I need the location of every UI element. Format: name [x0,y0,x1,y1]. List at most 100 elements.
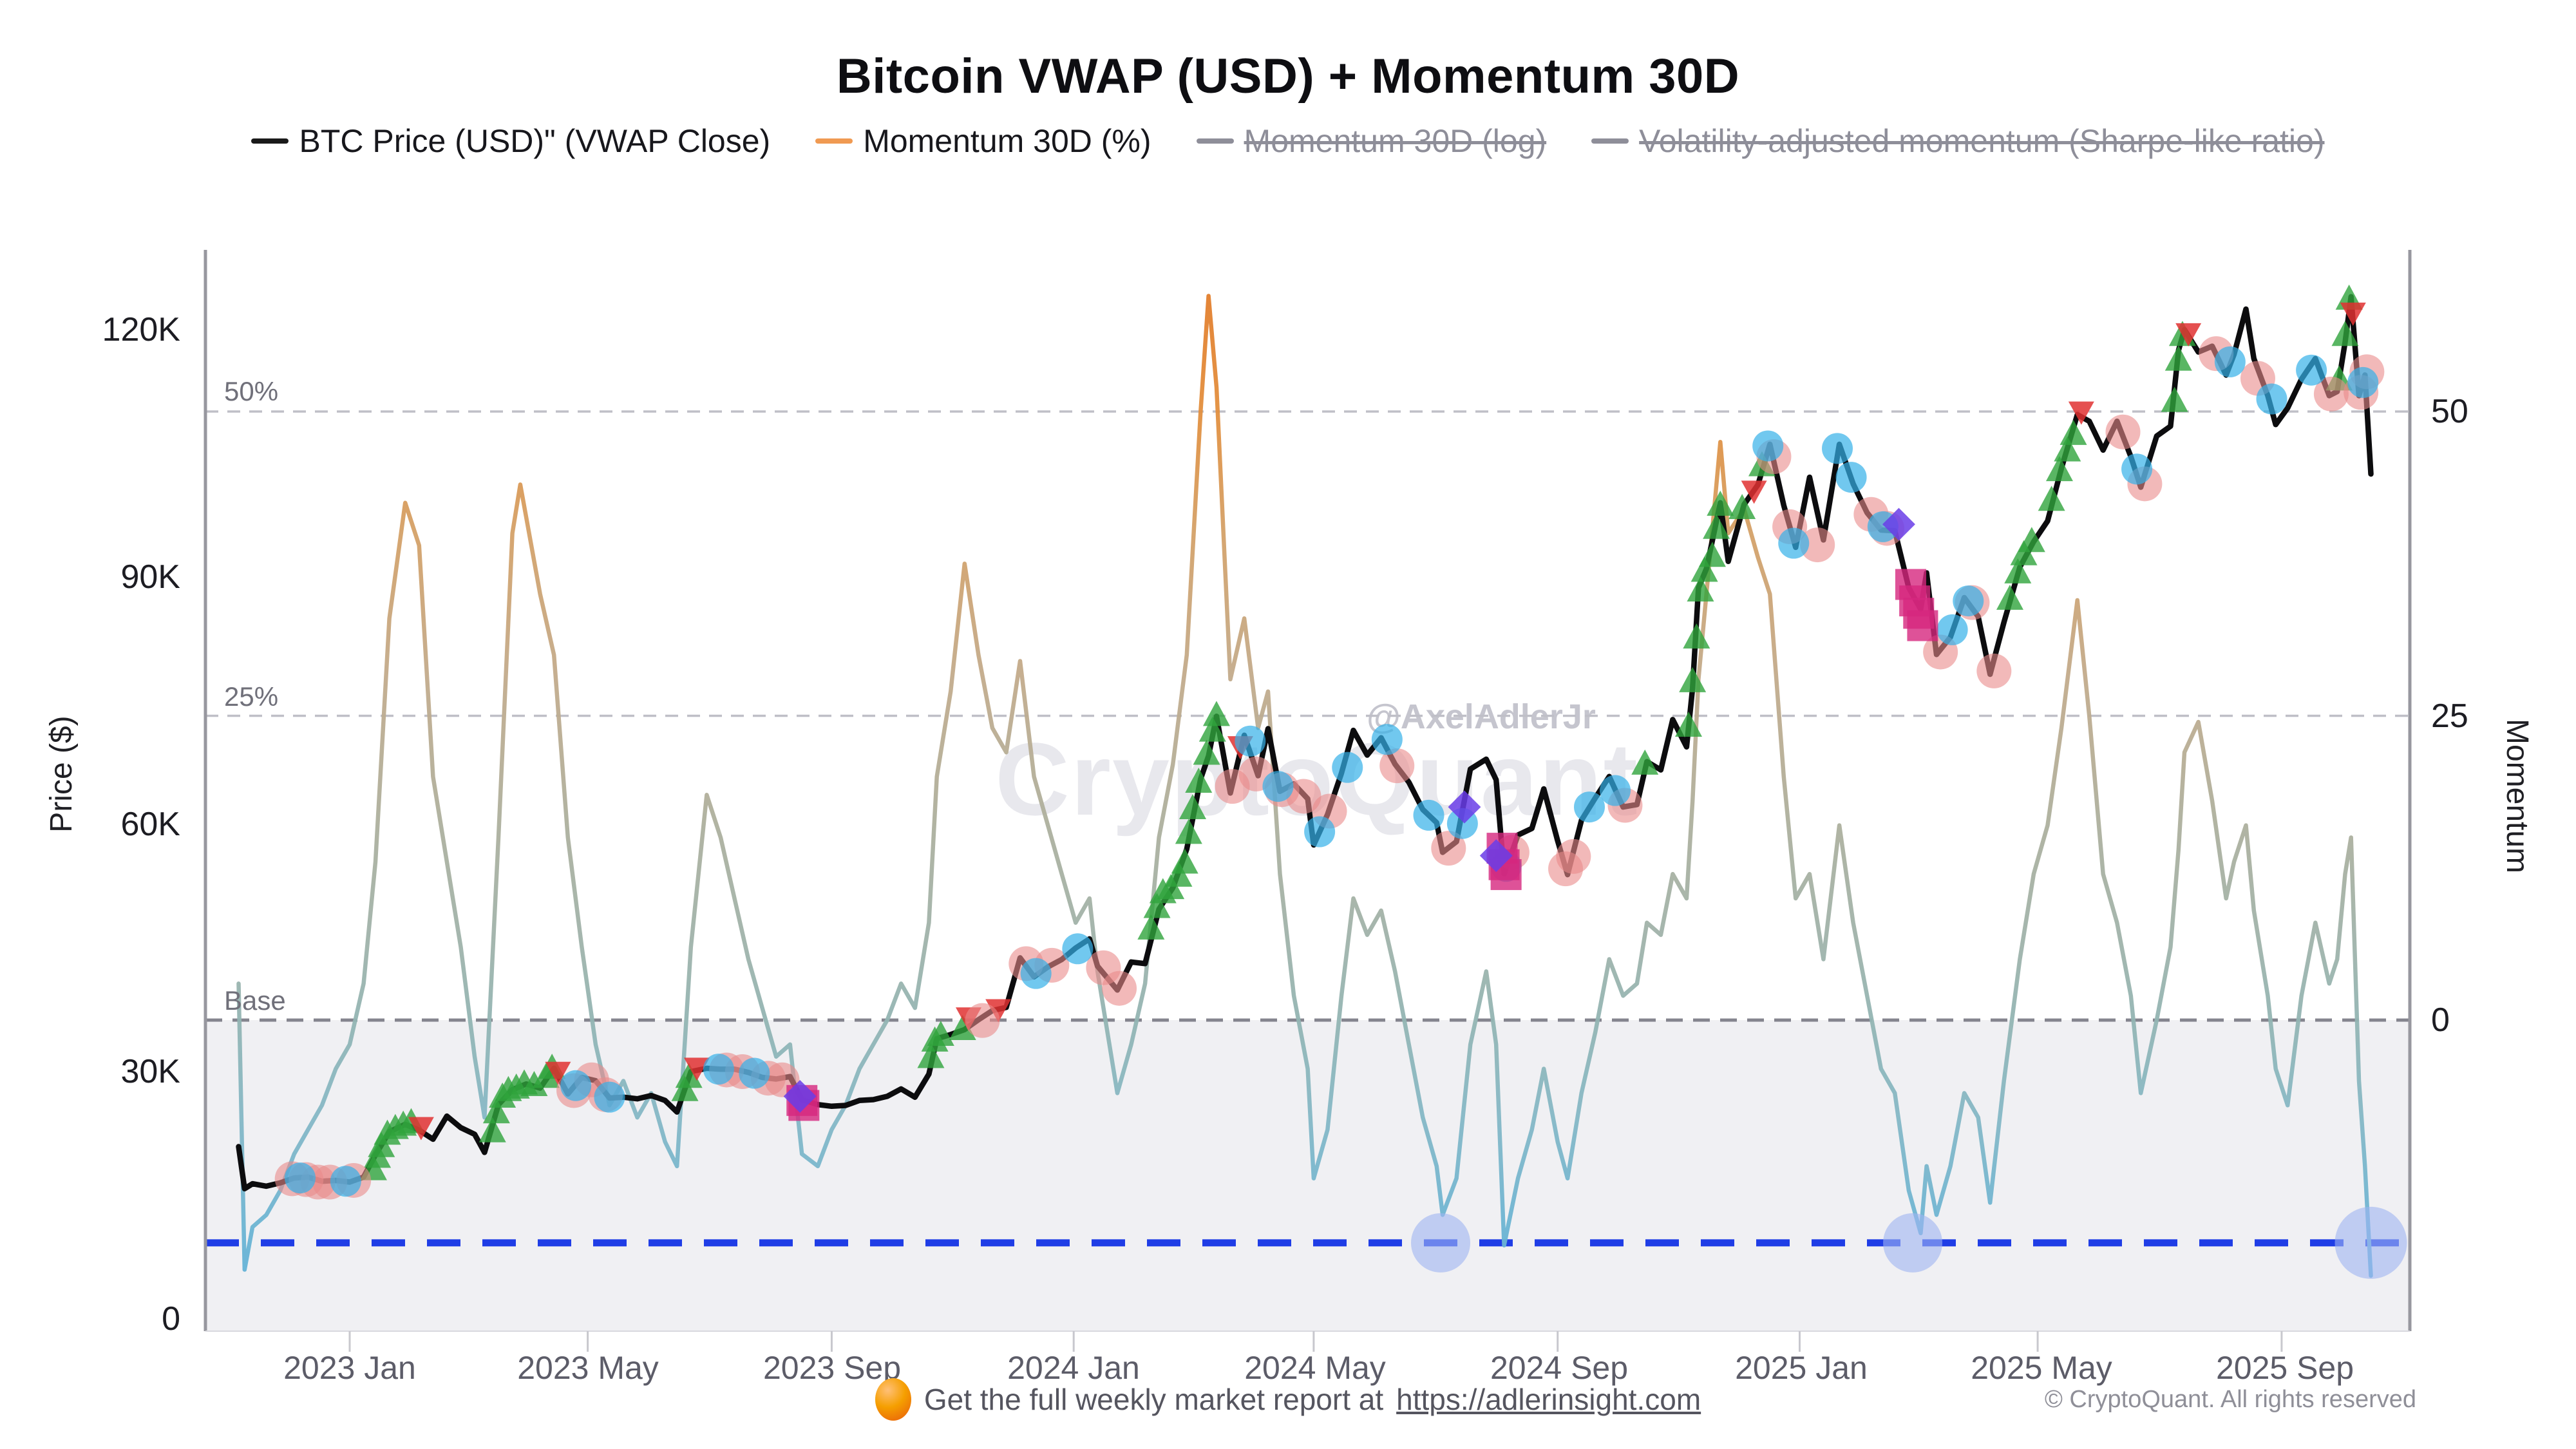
vol-adjusted-swatch-icon [1591,138,1629,144]
green-up-triangle-marker [1198,716,1226,742]
red-down-triangle-marker [2340,302,2366,326]
blue-circle-marker [1371,724,1403,755]
green-up-triangle-marker [1703,513,1730,539]
momentum-tick-25: 25 [2431,697,2468,735]
green-up-triangle-marker [1165,861,1193,887]
green-up-triangle-marker [1171,848,1198,874]
blue-circle-marker [739,1057,770,1089]
green-up-triangle-marker [1679,667,1707,692]
orange-ball-icon [875,1378,911,1421]
legend-item-momentum-log[interactable]: Momentum 30D (log) [1196,122,1547,160]
blue-circle-marker [2296,354,2327,386]
magenta-square-marker [1907,610,1938,641]
green-up-triangle-marker [2054,436,2081,462]
price-tick-0: 0 [162,1300,180,1338]
blue-circle-marker [2256,383,2287,415]
pink-circle-marker [1286,779,1321,814]
x-tick-2024-may: 2024 May [1244,1350,1386,1386]
highlight-circle [1883,1213,1943,1273]
report-link[interactable]: https://adlerinsight.com [1396,1383,1701,1416]
gridline-label-50pct: 50% [224,376,279,406]
green-up-triangle-marker [1143,893,1171,918]
x-tick-2023-sep: 2023 Sep [762,1350,902,1386]
blue-circle-marker [285,1162,316,1194]
green-up-triangle-marker [671,1075,699,1101]
green-up-triangle-marker [1202,701,1230,726]
momentum-log-swatch-icon [1196,138,1234,144]
blue-circle-marker [2347,366,2379,398]
green-up-triangle-marker [1698,542,1726,567]
gridline-label-25pct: 25% [224,681,279,712]
x-tick-2023-jan: 2023 Jan [283,1350,416,1386]
red-down-triangle-marker [408,1117,434,1141]
green-up-triangle-marker [1631,749,1659,775]
blue-circle-marker [1062,933,1094,965]
gridline-label-base: Base [224,985,286,1016]
pink-circle-marker [1431,831,1466,866]
blue-circle-marker [1752,430,1784,462]
legend-item-btc-price[interactable]: BTC Price (USD)" (VWAP Close) [251,122,770,160]
green-up-triangle-marker [1193,739,1220,765]
pink-circle-marker [1976,653,2012,688]
footer-text: Get the full weekly market report at [923,1383,1384,1416]
blue-circle-marker [1574,791,1605,823]
red-down-triangle-marker [985,999,1012,1023]
green-up-triangle-marker [1179,793,1206,819]
blue-circle-marker [1937,614,1968,645]
green-up-triangle-marker [2164,345,2192,371]
price-tick-30k: 30K [120,1053,180,1090]
blue-circle-marker [1600,775,1631,806]
price-tick-120k: 120K [102,311,180,348]
green-up-triangle-marker [1683,623,1710,649]
red-down-triangle-marker [1741,480,1767,504]
green-up-triangle-marker [1690,556,1718,582]
green-up-triangle-marker [2161,386,2188,412]
legend-item-label: Momentum 30D (%) [863,123,1151,159]
green-up-triangle-marker [1996,584,2023,610]
blue-circle-marker [1835,462,1867,493]
pink-circle-marker [1556,838,1591,874]
blue-circle-marker [2214,346,2246,377]
green-up-triangle-marker [1728,494,1756,520]
red-down-triangle-marker [545,1061,571,1085]
green-up-triangle-marker [1675,711,1702,737]
legend-item-label: Momentum 30D (log) [1244,123,1547,159]
blue-circle-marker [560,1070,592,1101]
pink-circle-marker [1800,527,1835,563]
green-up-triangle-marker [1175,819,1202,844]
momentum-tick-50: 50 [2431,393,2468,430]
highlight-circle [2334,1206,2407,1279]
green-up-triangle-marker [2045,456,2073,482]
blue-circle-marker [1235,725,1266,757]
legend-item-vol-adjusted[interactable]: Volatility-adjusted momentum (Sharpe-lik… [1591,122,2325,160]
legend: BTC Price (USD)" (VWAP Close) Momentum 3… [0,122,2576,160]
legend-item-momentum[interactable]: Momentum 30D (%) [815,122,1151,160]
price-tick-90k: 90K [120,558,180,596]
x-tick-2024-sep: 2024 Sep [1490,1350,1629,1386]
red-down-triangle-marker [2175,323,2202,346]
green-up-triangle-marker [1707,490,1734,516]
legend-item-label: BTC Price (USD)" (VWAP Close) [299,123,771,159]
momentum-swatch-icon [815,138,853,144]
green-up-triangle-marker [1185,768,1213,793]
green-up-triangle-marker [917,1043,945,1068]
blue-circle-marker [1304,816,1336,848]
green-up-triangle-marker [2060,419,2087,445]
highlight-circle [1411,1213,1470,1273]
blue-circle-marker [330,1166,361,1197]
blue-circle-marker [1953,585,1984,617]
blue-circle-marker [703,1054,734,1085]
blue-circle-marker [1020,958,1052,989]
green-up-triangle-marker [2010,540,2038,565]
pink-circle-marker [965,1003,1000,1038]
green-up-triangle-marker [482,1098,510,1124]
green-up-triangle-marker [2038,486,2065,511]
blue-circle-marker [2121,453,2153,485]
blue-circle-marker [1778,527,1810,559]
red-down-triangle-marker [684,1057,710,1081]
green-up-triangle-marker [675,1063,703,1088]
pink-circle-marker [1379,748,1415,784]
blue-circle-marker [1822,433,1853,464]
btc-price-swatch-icon [251,138,289,144]
